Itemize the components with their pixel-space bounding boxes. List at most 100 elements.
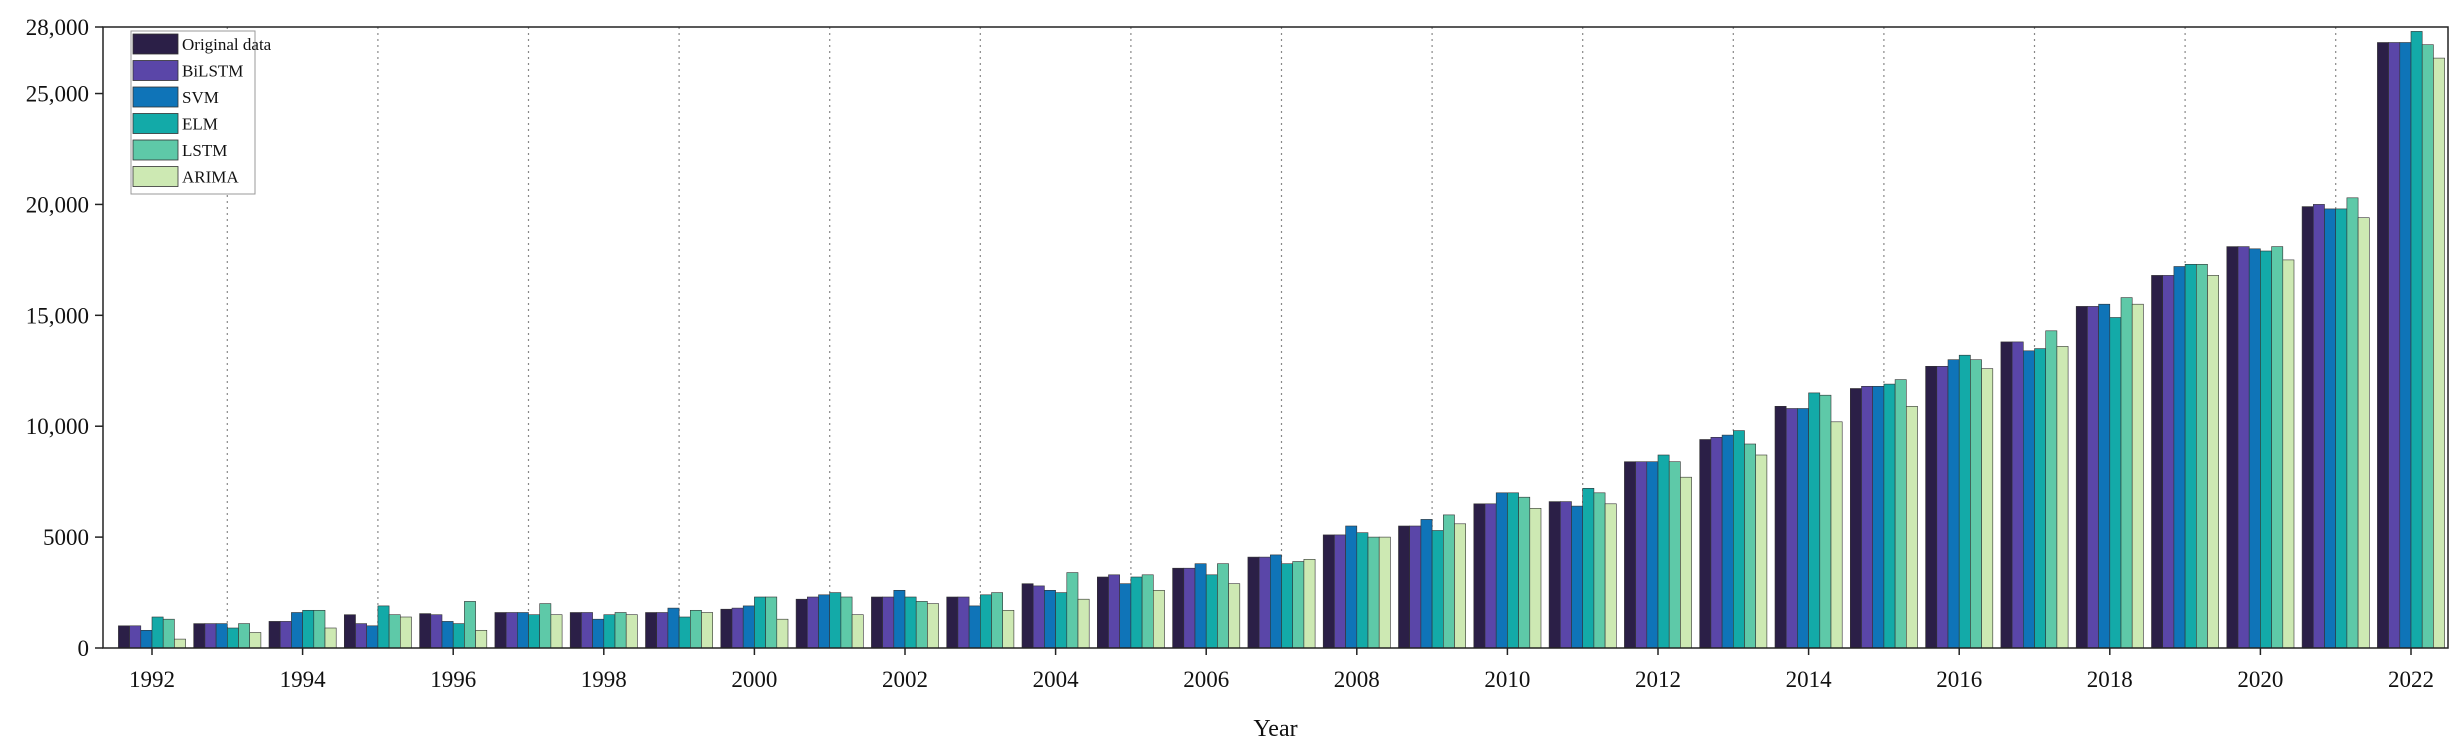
bar xyxy=(1356,532,1369,649)
legend-swatch xyxy=(132,60,179,81)
y-axis-ticks: 0 5000 10,000 15,000 20,000 25,000 28,000 xyxy=(26,15,103,661)
y-tick-label: 10,000 xyxy=(26,414,89,439)
bar xyxy=(2000,341,2013,649)
bar xyxy=(1721,434,1734,649)
bar xyxy=(2282,259,2295,649)
bar xyxy=(1668,461,1681,649)
bar xyxy=(1560,501,1572,649)
bar xyxy=(915,601,928,649)
bar xyxy=(776,618,789,649)
bar xyxy=(1183,567,1196,649)
bar xyxy=(174,638,186,649)
bar xyxy=(795,598,808,649)
bar xyxy=(1571,505,1583,649)
bar xyxy=(2346,197,2359,649)
bar xyxy=(1281,563,1293,649)
bar xyxy=(1002,609,1015,649)
bar xyxy=(475,629,488,649)
bar xyxy=(1378,536,1391,649)
bar xyxy=(1925,365,1938,649)
bar xyxy=(1270,554,1282,649)
bar xyxy=(2173,266,2186,649)
bar xyxy=(1409,525,1422,649)
x-tick-label: 2014 xyxy=(1786,667,1833,692)
bar xyxy=(550,614,563,649)
bar xyxy=(742,605,755,649)
bar xyxy=(2324,208,2336,649)
bar xyxy=(324,627,337,649)
bar xyxy=(840,596,853,649)
bar xyxy=(1066,572,1079,649)
bar xyxy=(2399,42,2412,649)
bar xyxy=(946,596,959,649)
bar xyxy=(2196,263,2208,649)
bar xyxy=(904,596,917,649)
legend-label: SVM xyxy=(182,88,219,107)
bar xyxy=(2151,275,2163,649)
bar xyxy=(1021,583,1034,649)
bar xyxy=(1108,574,1120,649)
bar xyxy=(1247,556,1260,649)
bar xyxy=(2075,306,2088,649)
bar xyxy=(1808,392,1821,649)
bar xyxy=(2357,217,2370,649)
bar xyxy=(1292,561,1305,649)
legend-swatch xyxy=(132,86,179,108)
bar xyxy=(1699,439,1712,649)
bar xyxy=(1172,567,1185,649)
bar xyxy=(1710,436,1723,649)
legend-swatch xyxy=(132,166,179,187)
bar xyxy=(2313,204,2325,649)
bar xyxy=(399,616,412,649)
bar xyxy=(2237,246,2250,649)
bar xyxy=(1044,589,1056,649)
bar xyxy=(1077,598,1090,649)
bar xyxy=(279,621,292,649)
bar xyxy=(1454,523,1466,649)
bar xyxy=(419,613,432,649)
bar xyxy=(1733,430,1745,649)
bar xyxy=(2260,250,2272,649)
bar xyxy=(1258,556,1271,649)
bar xyxy=(2056,346,2069,649)
bar xyxy=(140,629,153,649)
y-tick-label: 15,000 xyxy=(26,303,89,328)
x-tick-label: 2022 xyxy=(2388,667,2434,692)
bar xyxy=(1032,585,1045,649)
bar xyxy=(667,607,680,649)
x-axis-ticks: 1992 1994 1996 1998 2000 2002 2004 2006 2008 2010… xyxy=(129,648,2434,692)
bar xyxy=(991,592,1003,649)
bar xyxy=(2301,206,2314,649)
x-tick-label: 2010 xyxy=(1484,667,1530,692)
bar xyxy=(2120,297,2133,649)
bar xyxy=(1217,563,1229,649)
bar xyxy=(1141,574,1154,649)
bar xyxy=(1680,476,1692,649)
bar xyxy=(215,623,228,649)
bar xyxy=(569,612,582,649)
bar xyxy=(614,612,627,649)
bar xyxy=(441,621,454,649)
legend-swatch xyxy=(132,33,179,55)
bar xyxy=(2207,275,2219,649)
bar xyxy=(806,596,819,649)
bar xyxy=(1894,379,1907,649)
bar xyxy=(1153,589,1165,649)
bar xyxy=(1518,496,1531,649)
bar xyxy=(754,596,766,649)
y-tick-label: 5000 xyxy=(43,525,89,550)
bar xyxy=(505,612,518,649)
bar xyxy=(2098,303,2111,649)
bar xyxy=(1334,534,1346,649)
bar xyxy=(720,608,733,649)
bar xyxy=(355,623,367,649)
bar xyxy=(1981,368,1994,649)
bar xyxy=(1443,514,1455,649)
bar xyxy=(1097,576,1109,649)
legend-label: BiLSTM xyxy=(182,62,243,81)
bar xyxy=(2410,31,2423,649)
bar xyxy=(1529,507,1542,649)
bar xyxy=(430,614,443,649)
bar xyxy=(343,614,356,649)
x-tick-label: 1996 xyxy=(430,667,476,692)
